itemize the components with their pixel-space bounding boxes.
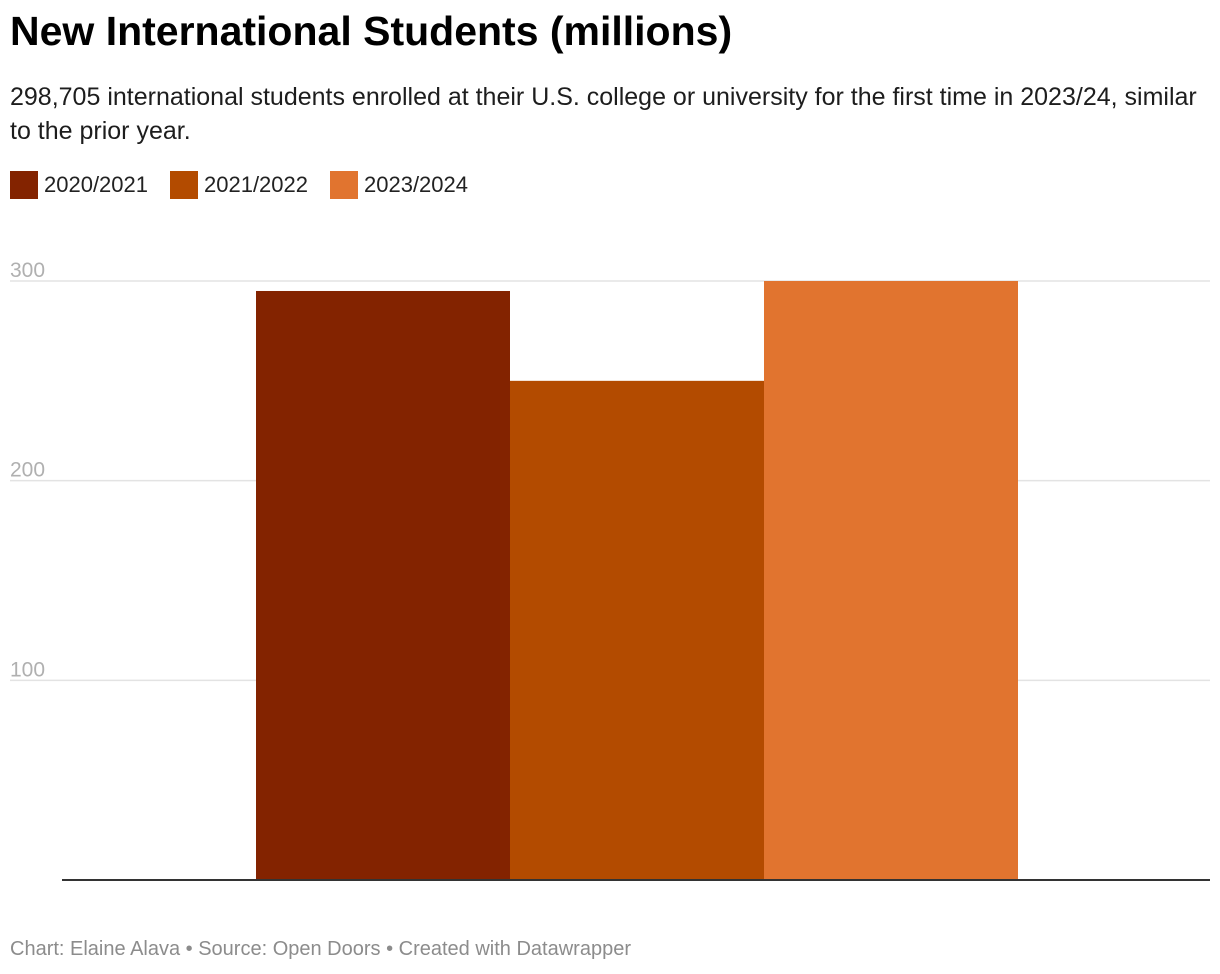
legend-label: 2020/2021 bbox=[44, 172, 148, 197]
legend-label: 2023/2024 bbox=[364, 172, 468, 197]
y-tick-label: 100 bbox=[10, 658, 45, 681]
chart-subtitle: 298,705 international students enrolled … bbox=[10, 83, 1197, 145]
legend-swatch bbox=[170, 171, 198, 199]
y-tick-label: 300 bbox=[10, 259, 45, 282]
bars bbox=[256, 281, 1018, 880]
chart-legend: 2020/2021 2021/2022 2023/2024 bbox=[10, 171, 490, 199]
legend-item-2021-2022: 2021/2022 bbox=[170, 171, 308, 199]
legend-item-2023-2024: 2023/2024 bbox=[330, 171, 468, 199]
legend-label: 2021/2022 bbox=[204, 172, 308, 197]
chart-title: New International Students (millions) bbox=[10, 8, 733, 54]
bar-2021-2022 bbox=[510, 380, 764, 880]
legend-swatch bbox=[10, 171, 38, 199]
bar-2020-2021 bbox=[256, 290, 510, 880]
legend-item-2020-2021: 2020/2021 bbox=[10, 171, 148, 199]
legend-swatch bbox=[330, 171, 358, 199]
chart-footer: Chart: Elaine Alava • Source: Open Doors… bbox=[10, 938, 631, 960]
y-tick-label: 200 bbox=[10, 459, 45, 482]
bar-2023-2024 bbox=[764, 281, 1018, 880]
